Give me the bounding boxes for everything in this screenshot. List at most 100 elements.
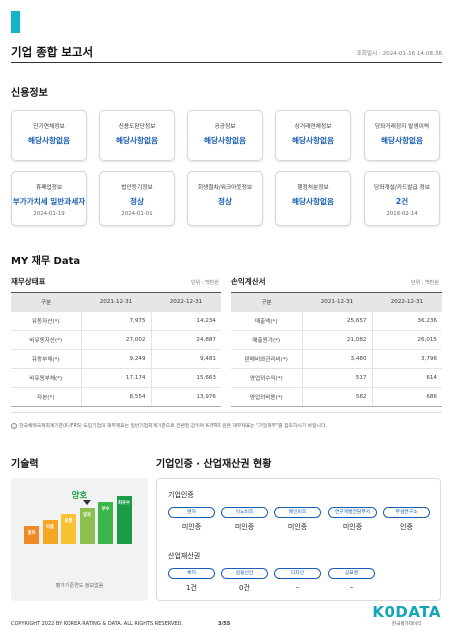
ip-pill-design: 디자인 <box>274 568 321 579</box>
card-label: 신용도판단정보 <box>118 124 156 130</box>
row-name: 판매비와관리비(*) <box>231 349 303 369</box>
value-2022: 24,887 <box>151 330 221 350</box>
brand-logo: K0DATA 한국평가데이터 <box>372 603 441 627</box>
value-2021: 17,174 <box>81 368 152 388</box>
credit-card: 신용도판단정보 해당사항없음 <box>99 110 175 161</box>
table-row: 유동부채(*) 9,249 9,481 <box>11 349 221 369</box>
technology-panel: 양호 열위 미흡 보통 양호 우수 최우수 평가기준연도 정보없음 <box>11 478 148 601</box>
cert-pill-venture: 벤처 <box>168 507 215 518</box>
level-bar-label: 우수 <box>101 507 110 512</box>
credit-section-title: 신용정보 <box>11 88 48 99</box>
table-header-row: 구분 2021-12-31 2022-12-31 <box>11 292 221 312</box>
value-2021: 582 <box>302 387 373 407</box>
balance-sheet-table: 구분 2021-12-31 2022-12-31 유동자산(*) 7,975 1… <box>11 292 221 407</box>
current-level-marker-icon <box>83 500 91 505</box>
level-bar: 보통 <box>61 514 76 544</box>
value-2021: 8,554 <box>81 387 152 407</box>
value-2021: 7,975 <box>81 311 152 331</box>
level-bar: 우수 <box>98 502 113 544</box>
card-label: 당좌개설/카드발급 정보 <box>373 185 431 191</box>
header-accent-bar <box>11 11 20 33</box>
column-header: 구분 <box>11 292 81 312</box>
level-bar-label: 미흡 <box>45 525 55 530</box>
value-2022: 13,976 <box>151 387 221 407</box>
level-bar: 열위 <box>24 526 39 544</box>
cert-status-research-lab: 인증 <box>400 523 413 531</box>
card-value: 해당사항없음 <box>116 136 158 145</box>
value-2022: 614 <box>372 368 442 388</box>
credit-card: 단기연체정보 해당사항없음 <box>11 110 87 161</box>
table-row: 비유동부채(*) 17,174 15,663 <box>11 368 221 388</box>
cert-status-mainbiz: 미인증 <box>287 523 308 531</box>
value-2022: 36,236 <box>372 311 442 331</box>
value-2022: 14,234 <box>151 311 221 331</box>
note-divider <box>11 412 442 413</box>
value-2022: 9,481 <box>151 349 221 369</box>
ip-count-patent: 1건 <box>186 584 197 592</box>
ip-pill-trademark: 상표권 <box>328 568 375 579</box>
row-name: 영업외수익(*) <box>231 368 303 388</box>
row-name: 영업외비용(*) <box>231 387 303 407</box>
ip-count-utility-model: 0건 <box>239 584 250 592</box>
query-timestamp: 조회일시 : 2024-01-16 14:08:36 <box>356 51 442 57</box>
card-date: 2024-01-01 <box>121 211 153 217</box>
certification-section-title: 기업인증 · 산업재산권 현황 <box>156 459 272 470</box>
cert-pill-research-lab: 부설연구소 <box>383 507 430 518</box>
value-2021: 517 <box>302 368 373 388</box>
card-label: 상거래연체정보 <box>294 124 332 130</box>
card-date: 2024-01-19 <box>33 211 65 217</box>
card-label: 법인등기정보 <box>121 185 153 191</box>
value-2021: 3,480 <box>302 349 373 369</box>
level-bar-label: 최우수 <box>117 501 131 506</box>
level-bar: 최우수 <box>116 496 132 544</box>
value-2021: 21,082 <box>302 330 373 350</box>
cert-pill-rnd-dept: 연구개발전담부서 <box>328 507 377 518</box>
table-row: 유동자산(*) 7,975 14,234 <box>11 311 221 331</box>
card-value: 해당사항없음 <box>28 136 70 145</box>
card-value: 정상 <box>130 197 144 206</box>
card-label: 행정처분정보 <box>297 185 329 191</box>
card-label: 휴폐업정보 <box>35 185 63 191</box>
credit-card: 당좌거래정지 발생이력 해당사항없음 <box>364 110 440 161</box>
balance-unit: 단위 : 백만원 <box>191 280 219 286</box>
card-label: 당좌거래정지 발생이력 <box>374 124 430 130</box>
ip-pill-patent: 특허 <box>168 568 215 579</box>
column-header: 2022-12-31 <box>372 292 442 312</box>
credit-card: 회생절차/워크아웃정보 정상 <box>187 171 263 226</box>
row-name: 비유동자산(*) <box>11 330 82 350</box>
title-divider <box>11 62 442 63</box>
finance-section-title: MY 재무 Data <box>11 256 81 267</box>
row-name: 자본(*) <box>11 387 82 407</box>
certification-panel: 기업인증 벤처 미인증 이노비즈 미인증 메인비즈 미인증 연구개발전담부서 미… <box>156 478 441 601</box>
level-bar: 미흡 <box>42 520 58 544</box>
card-value: 정상 <box>218 197 232 206</box>
page-number: 3/55 <box>218 621 231 627</box>
credit-card: 법인등기정보 정상 2024-01-01 <box>99 171 175 226</box>
balance-sheet-title: 재무상태표 <box>11 277 46 286</box>
table-row: 판매비와관리비(*) 3,480 3,796 <box>231 349 442 369</box>
copyright-text: COPYRIGHT 2022 BY KOREA RATING & DATA. A… <box>11 621 183 627</box>
cert-subtitle: 기업인증 <box>168 491 194 499</box>
level-bar-label: 열위 <box>27 531 36 536</box>
card-date: 2018-02-14 <box>386 211 418 217</box>
card-label: 공공정보 <box>214 124 236 130</box>
card-value: 해당사항없음 <box>381 136 423 145</box>
value-2022: 686 <box>372 387 442 407</box>
technology-grade: 양호 <box>71 491 88 501</box>
technology-caption: 평가기준연도 정보없음 <box>55 583 104 589</box>
income-unit: 단위 : 백만원 <box>411 280 439 286</box>
row-name: 매출원가(*) <box>231 330 303 350</box>
level-bar: 양호 <box>79 508 95 544</box>
table-row: 영업외수익(*) 517 614 <box>231 368 442 388</box>
column-header: 구분 <box>231 292 302 312</box>
cert-status-rnd-dept: 미인증 <box>342 523 363 531</box>
row-name: 유동부채(*) <box>11 349 82 369</box>
report-title: 기업 종합 보고서 <box>11 45 94 59</box>
card-value: 해당사항없음 <box>292 197 334 206</box>
income-statement-table: 구분 2021-12-31 2022-12-31 매출액(*) 25,657 3… <box>231 292 442 407</box>
income-statement-title: 손익계산서 <box>231 277 266 286</box>
value-2021: 27,002 <box>81 330 152 350</box>
card-label: 단기연체정보 <box>33 124 65 130</box>
finance-note: i 한국채택국제회계기준(K-IFRS) 도입기업의 재무제표는 일반기업회계기준… <box>11 422 327 429</box>
credit-card: 행정처분정보 해당사항없음 <box>275 171 351 226</box>
